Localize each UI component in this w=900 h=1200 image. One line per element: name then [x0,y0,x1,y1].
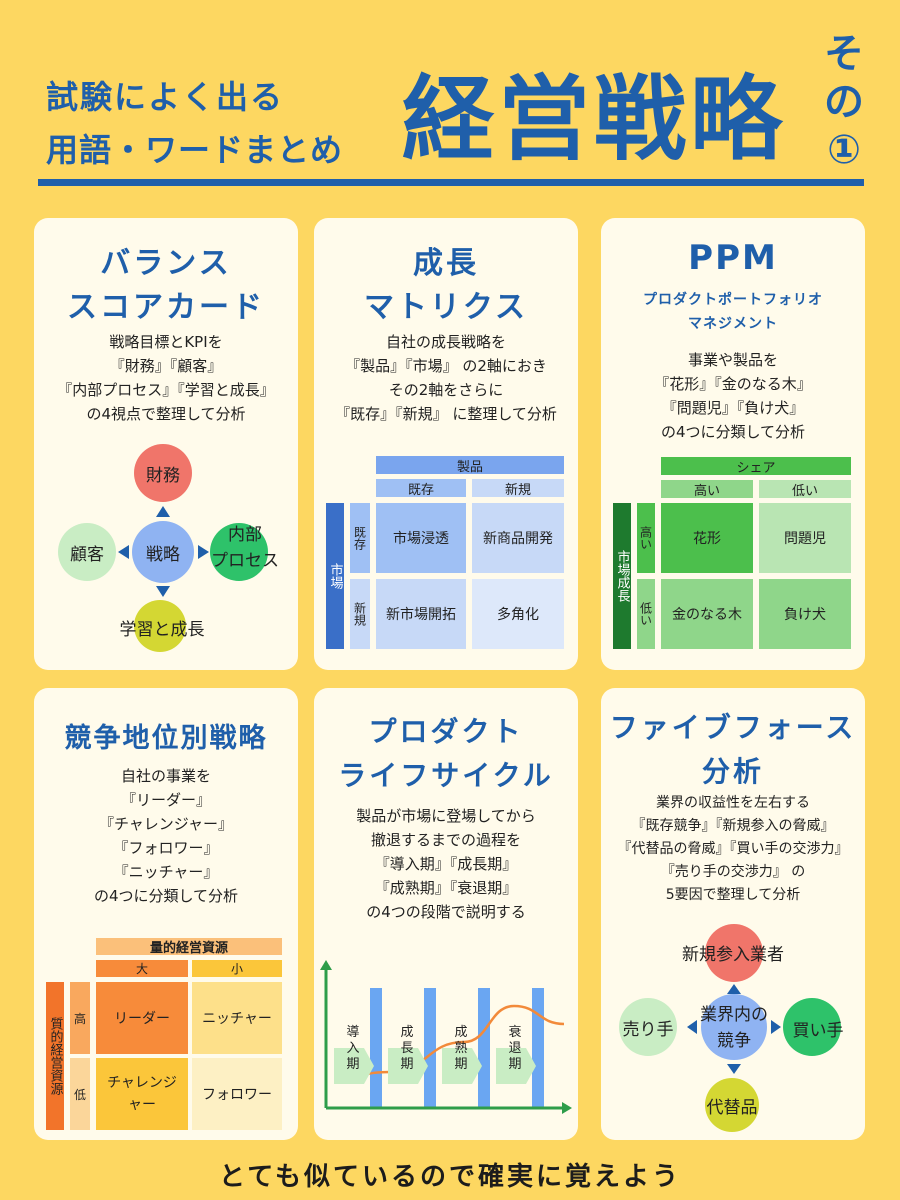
ppm-row-high: 高い [637,503,655,573]
plc-stage-label: 導入期 [346,1025,359,1072]
growth-product-header: 製品 [376,456,564,475]
growth-new-header: 新規 [472,479,564,498]
growth-row-new: 新規 [350,579,370,649]
bsc-internal-circle [210,523,268,581]
competitive-small-header: 小 [192,960,282,977]
competitive-large-header: 大 [96,960,188,977]
card-product-lifecycle: プロダクト ライフサイクル 製品が市場に登場してから 撤退するまでの過程を 『導入期… [314,688,578,1140]
plc-description: 製品が市場に登場してから 撤退するまでの過程を 『導入期』『成長期』 『成熟期』『衰退… [356,807,536,921]
ff-new-entrants-label: 新規参入業者 [682,945,784,965]
bsc-title-line1: バランス [100,246,232,281]
plc-stage-label: 成長期 [400,1025,413,1072]
footer-message: とても似ているので確実に覚えよう [219,1162,681,1192]
ff-rivalry-label: 業界内の 競争 [700,1005,768,1051]
ppm-row-low: 低い [637,579,655,649]
growth-cell-market-dev: 新市場開拓 [376,579,466,649]
ff-new-entrants-circle [705,924,763,982]
bsc-strategy-circle: 戦略 [132,521,194,583]
growth-cell-diversification: 多角化 [472,579,564,649]
bsc-learning-circle [134,600,186,652]
growth-cell-product-dev: 新商品開発 [472,503,564,573]
plc-title-line1: プロダクト [368,715,524,748]
header-subtitle-line1: 試験によく出る [46,78,285,116]
bsc-learning-label: 学習と成長 [119,620,205,640]
ff-title-line2: 分析 [701,755,764,788]
ppm-growth-label: 市場成長 [613,503,631,649]
growth-existing-header: 既存 [376,479,466,498]
ff-buyers-label: 買い手 [792,1021,844,1041]
competitive-quality-label: 質的経営資源 [46,982,64,1130]
plc-stage-label: 衰退期 [508,1024,521,1072]
card-competitive-position: 競争地位別戦略 自社の事業を 『リーダー』 『チャレンジャー』 『フォロワー』 『ニッチ… [34,688,298,1140]
plc-stage-arrow-icon [442,1048,482,1084]
card-balanced-scorecard: バランス スコアカード 戦略目標とKPIを 『財務』『顧客』 『内部プロセス』『学習… [34,218,298,670]
ppm-low-header: 低い [759,480,851,499]
competitive-quantity-header: 量的経営資源 [96,938,282,956]
ppm-cell-cash-cow: 金のなる木 [661,579,753,649]
ff-substitutes-circle: 代替品 [705,1078,759,1132]
ff-title-line1: ファイブフォース [609,711,857,744]
ppm-cell-dog: 負け犬 [759,579,851,649]
competitive-row-low: 低 [70,1058,90,1130]
plc-stage-arrow-icon [388,1048,428,1084]
plc-sales-curve [333,1004,565,1080]
plc-stage-bar [532,988,544,1108]
axis-arrow-up-icon [320,960,332,970]
growth-market-label: 市場 [326,503,344,649]
ppm-share-header: シェア [661,457,851,476]
bsc-finance-circle: 財務 [134,444,192,502]
arrow-right-icon [198,545,209,559]
competitive-title: 競争地位別戦略 [64,723,268,754]
card-five-forces: ファイブフォース 分析 業界の収益性を左右する 『既存競争』『新規参入の脅威』 『代… [601,688,865,1140]
competitive-description: 自社の事業を 『リーダー』 『チャレンジャー』 『フォロワー』 『ニッチャー』 の4つに分… [93,767,239,905]
bsc-title-line2: スコアカード [67,290,265,325]
competitive-cell-leader: リーダー [96,982,188,1054]
ff-suppliers-circle: 売り手 [619,998,677,1056]
growth-title-line2: マトリクス [363,290,529,325]
card-ppm: PPM プロダクトポートフォリオ マネジメント 事業や製品を 『花形』『金のなる木』… [601,218,865,670]
page-title: 経営戦略 [402,66,787,173]
plc-stage-bar [478,988,490,1108]
competitive-cell-challenger: チャレンジ ャー [96,1058,188,1130]
plc-stage-arrow-icon [496,1048,536,1084]
ppm-cell-star: 花形 [661,503,753,573]
ppm-cell-question: 問題児 [759,503,851,573]
ppm-description: 事業や製品を 『花形』『金のなる木』 『問題児』『負け犬』 の4つに分類して分析 [654,351,812,441]
arrow-down-icon [156,586,170,597]
ppm-title: PPM [688,238,778,278]
ppm-high-header: 高い [661,480,753,499]
header-subtitle-line2: 用語・ワードまとめ [46,131,344,169]
arrow-up-icon [727,984,741,994]
competitive-cell-nicher: ニッチャー [192,982,282,1054]
arrow-right-icon [771,1020,781,1034]
bsc-internal-label: 内部 プロセス [211,525,279,571]
competitive-cell-follower: フォロワー [192,1058,282,1130]
arrow-left-icon [687,1020,697,1034]
arrow-up-icon [156,506,170,517]
bsc-description: 戦略目標とKPIを 『財務』『顧客』 『内部プロセス』『学習と成長』 の4視点で整理し… [57,333,275,423]
arrow-left-icon [118,545,129,559]
plc-title-line2: ライフサイクル [338,759,554,792]
ff-buyers-circle [783,998,841,1056]
part-label: そ の ① [824,31,864,173]
ppm-subtitle: プロダクトポートフォリオ マネジメント [643,292,823,332]
axis-arrow-right-icon [562,1102,572,1114]
growth-cell-penetration: 市場浸透 [376,503,466,573]
card-growth-matrix: 成長 マトリクス 自社の成長戦略を 『製品』『市場』 の2軸におき その2軸をさらに… [314,218,578,670]
plc-stage-bar [424,988,436,1108]
growth-row-existing: 既存 [350,503,370,573]
growth-description: 自社の成長戦略を 『製品』『市場』 の2軸におき その2軸をさらに 『既存』『新規』 … [335,333,557,423]
header-divider [38,179,864,186]
plc-stage-bar [370,988,382,1108]
plc-chart: 導入期 成長期 成熟期 衰退期 [320,960,572,1114]
ff-rivalry-circle [701,994,767,1060]
plc-stage-arrow-icon [334,1048,374,1084]
bsc-customer-circle: 顧客 [58,523,116,581]
ff-description: 業界の収益性を左右する 『既存競争』『新規参入の脅威』 『代替品の脅威』『買い手の交… [617,795,849,903]
growth-title-line1: 成長 [413,246,479,281]
plc-stage-label: 成熟期 [454,1025,467,1072]
arrow-down-icon [727,1064,741,1074]
competitive-row-high: 高 [70,982,90,1054]
